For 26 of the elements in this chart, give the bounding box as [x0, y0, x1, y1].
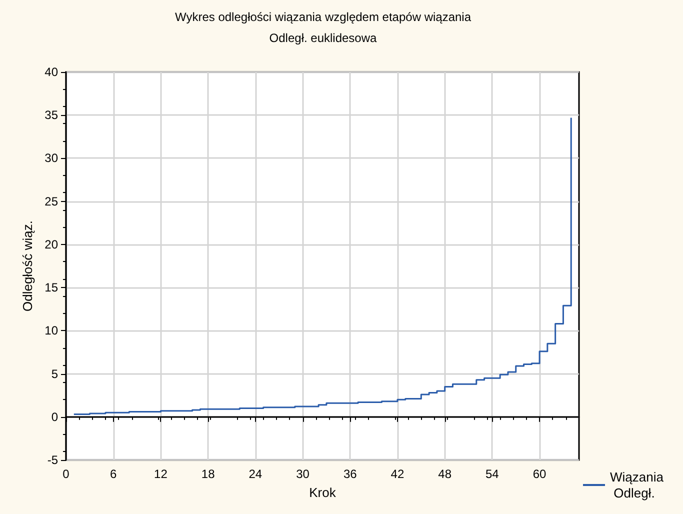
- x-tick-label: 24: [248, 467, 262, 481]
- x-tick-label: 6: [110, 467, 118, 481]
- x-tick-label: 12: [154, 467, 168, 481]
- y-tick-label: 10: [44, 324, 58, 338]
- y-tick-label: 35: [44, 108, 58, 122]
- x-tick-label: 54: [486, 467, 500, 481]
- y-tick-label: 20: [44, 237, 58, 252]
- y-tick-label: 15: [44, 280, 58, 295]
- y-tick-label: 0: [51, 410, 58, 424]
- x-axis-title: Krok: [309, 485, 336, 500]
- y-tick-label: -5: [47, 453, 58, 467]
- chart-subtitle: Odległ. euklidesowa: [269, 31, 378, 45]
- y-axis-title: Odległość wiąz.: [20, 220, 35, 312]
- x-tick-label: 42: [390, 467, 404, 481]
- chart-title: Wykres odległości wiązania względem etapów wiązania: [174, 10, 472, 24]
- x-tick-label: 36: [343, 467, 358, 481]
- y-tick-label: 30: [44, 151, 58, 166]
- x-tick-label: 48: [438, 467, 452, 481]
- x-tick-label: 60: [532, 467, 547, 481]
- x-tick-label: 0: [62, 467, 70, 481]
- y-tick-label: 40: [44, 65, 58, 79]
- x-tick-label: 18: [201, 467, 216, 481]
- y-tick-label: 5: [51, 366, 58, 381]
- x-tick-label: 30: [296, 467, 310, 481]
- legend-label: Wiązania Odległ.: [610, 470, 664, 500]
- y-tick-label: 25: [44, 194, 58, 208]
